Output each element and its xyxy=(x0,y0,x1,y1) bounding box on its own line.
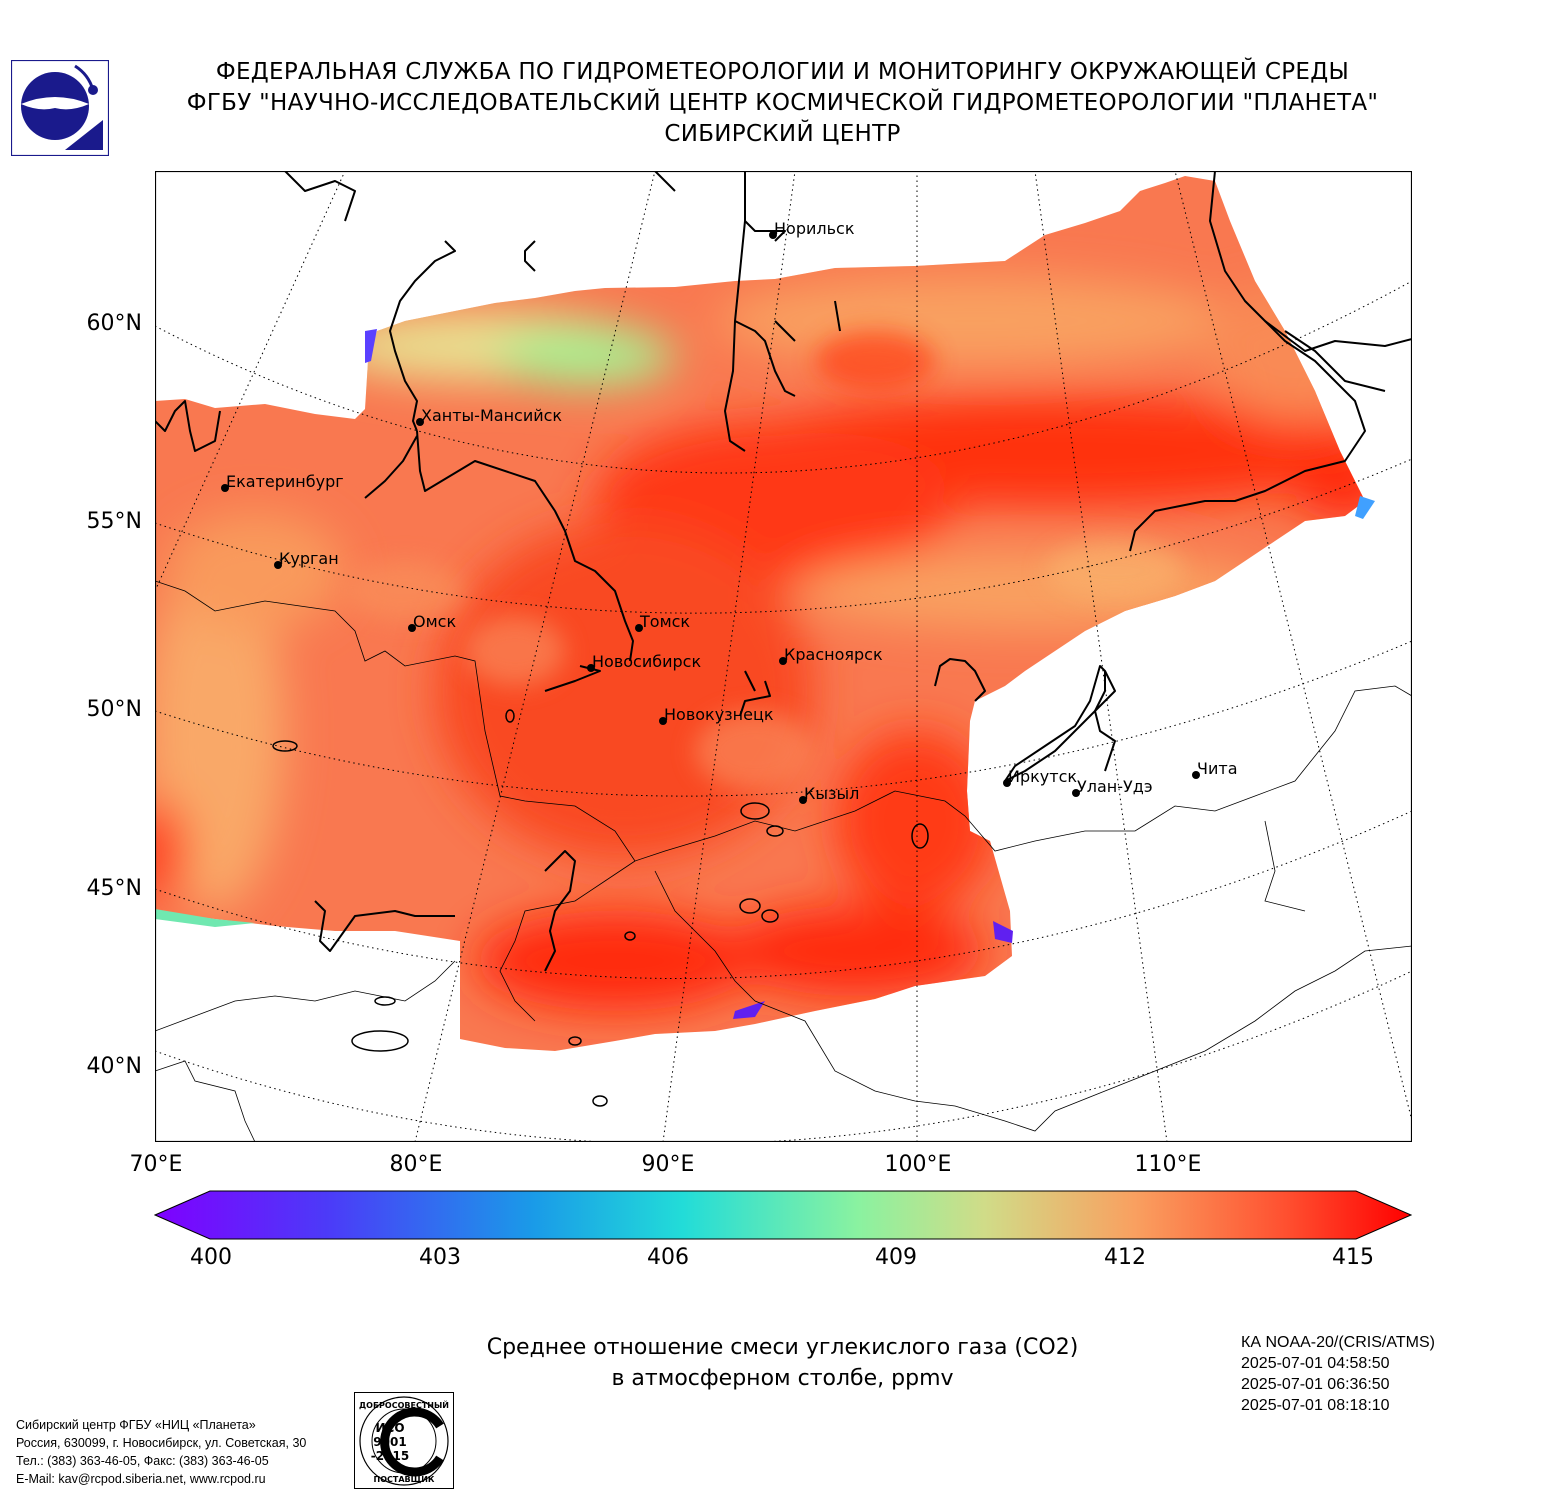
city-norilsk: Норильск xyxy=(769,219,855,239)
colorbar-tick-412: 412 xyxy=(1104,1245,1146,1270)
footer-line-1: Сибирский центр ФГБУ «НИЦ «Планета» xyxy=(16,1418,256,1432)
city-omsk: Омск xyxy=(408,612,456,632)
colorbar-tick-415: 415 xyxy=(1332,1245,1374,1270)
satellite-name: КА NOAA-20/(CRIS/ATMS) xyxy=(1241,1334,1435,1351)
city-ulan-ude: Улан-Удэ xyxy=(1072,777,1153,797)
footer-line-3: Тел.: (383) 363-46-05, Факс: (383) 363-4… xyxy=(16,1454,269,1468)
colorbar xyxy=(153,1190,1413,1240)
iso-9001-badge: ДОБРОСОВЕСТНЫЙ ИСО 9001 -2015 ПОСТАВЩИК xyxy=(354,1392,454,1489)
colorbar-tick-403: 403 xyxy=(419,1245,461,1270)
caption-line-2: в атмосферном столбе, ppmv xyxy=(611,1366,954,1391)
lon-label-80: 80°E xyxy=(389,1152,443,1177)
iso-badge-mid2: 9001 xyxy=(373,1435,406,1449)
city-tomsk: Томск xyxy=(635,612,690,632)
city-khanty-mansiysk: Ханты-Мансийск xyxy=(416,406,562,426)
lon-label-110: 110°E xyxy=(1134,1152,1202,1177)
satellite-time-3: 2025-07-01 08:18:10 xyxy=(1241,1397,1390,1414)
city-label-ulan-ude: Улан-Удэ xyxy=(1077,777,1153,796)
lat-label-45: 45°N xyxy=(86,876,142,901)
city-label-novosibirsk: Новосибирск xyxy=(592,652,701,671)
planeta-logo xyxy=(10,59,110,157)
city-kurgan: Курган xyxy=(274,549,339,569)
city-label-omsk: Омск xyxy=(413,612,456,631)
city-label-yekaterinburg: Екатеринбург xyxy=(226,472,344,491)
satellite-info: КА NOAA-20/(CRIS/ATMS) 2025-07-01 04:58:… xyxy=(1241,1332,1435,1416)
colorbar-tick-409: 409 xyxy=(875,1245,917,1270)
footer-line-4: E-Mail: kav@rcpod.siberia.net, www.rcpod… xyxy=(16,1472,266,1486)
city-kyzyl: Кызыл xyxy=(799,784,859,804)
footer-line-2: Россия, 630099, г. Новосибирск, ул. Сове… xyxy=(16,1436,307,1450)
lat-label-40: 40°N xyxy=(86,1054,142,1079)
city-markers: Норильск Ханты-Мансийск Екатеринбург Кур… xyxy=(221,219,1238,804)
iso-badge-bottom: ПОСТАВЩИК xyxy=(374,1475,435,1484)
lat-label-60: 60°N xyxy=(86,311,142,336)
city-irkutsk: Иркутск xyxy=(1003,767,1077,787)
city-label-irkutsk: Иркутск xyxy=(1008,767,1077,786)
city-label-norilsk: Норильск xyxy=(774,219,855,238)
header-line-1: ФЕДЕРАЛЬНАЯ СЛУЖБА ПО ГИДРОМЕТЕОРОЛОГИИ … xyxy=(215,59,1350,85)
city-krasnoyarsk: Красноярск xyxy=(779,645,883,665)
lon-label-70: 70°E xyxy=(129,1152,183,1177)
lat-label-50: 50°N xyxy=(86,697,142,722)
lat-label-55: 55°N xyxy=(86,509,142,534)
satellite-time-2: 2025-07-01 06:36:50 xyxy=(1241,1376,1390,1393)
lon-label-100: 100°E xyxy=(884,1152,952,1177)
city-label-kyzyl: Кызыл xyxy=(804,784,859,803)
city-label-chita: Чита xyxy=(1197,759,1238,778)
footer-contacts: Сибирский центр ФГБУ «НИЦ «Планета» Росс… xyxy=(16,1416,306,1488)
city-yekaterinburg: Екатеринбург xyxy=(221,472,344,492)
caption-line-1: Среднее отношение смеси углекислого газа… xyxy=(486,1335,1079,1360)
city-label-kurgan: Курган xyxy=(279,549,339,568)
city-label-khanty-mansiysk: Ханты-Мансийск xyxy=(421,406,562,425)
satellite-time-1: 2025-07-01 04:58:50 xyxy=(1241,1355,1390,1372)
city-label-novokuznetsk: Новокузнецк xyxy=(664,705,774,724)
city-chita: Чита xyxy=(1192,759,1238,779)
iso-badge-mid1: ИСО xyxy=(375,1421,404,1435)
co2-map: Норильск Ханты-Мансийск Екатеринбург Кур… xyxy=(154,170,1413,1145)
iso-badge-top: ДОБРОСОВЕСТНЫЙ xyxy=(359,1399,449,1410)
header-line-3: СИБИРСКИЙ ЦЕНТР xyxy=(664,121,901,147)
iso-badge-mid3: -2015 xyxy=(371,1449,409,1463)
header-line-2: ФГБУ "НАУЧНО-ИССЛЕДОВАТЕЛЬСКИЙ ЦЕНТР КОС… xyxy=(186,90,1379,116)
colorbar-tick-406: 406 xyxy=(647,1245,689,1270)
lon-label-90: 90°E xyxy=(641,1152,695,1177)
city-label-tomsk: Томск xyxy=(639,612,690,631)
city-novosibirsk: Новосибирск xyxy=(587,652,701,672)
city-novokuznetsk: Новокузнецк xyxy=(659,705,774,725)
colorbar-tick-400: 400 xyxy=(190,1245,232,1270)
city-label-krasnoyarsk: Красноярск xyxy=(784,645,883,664)
